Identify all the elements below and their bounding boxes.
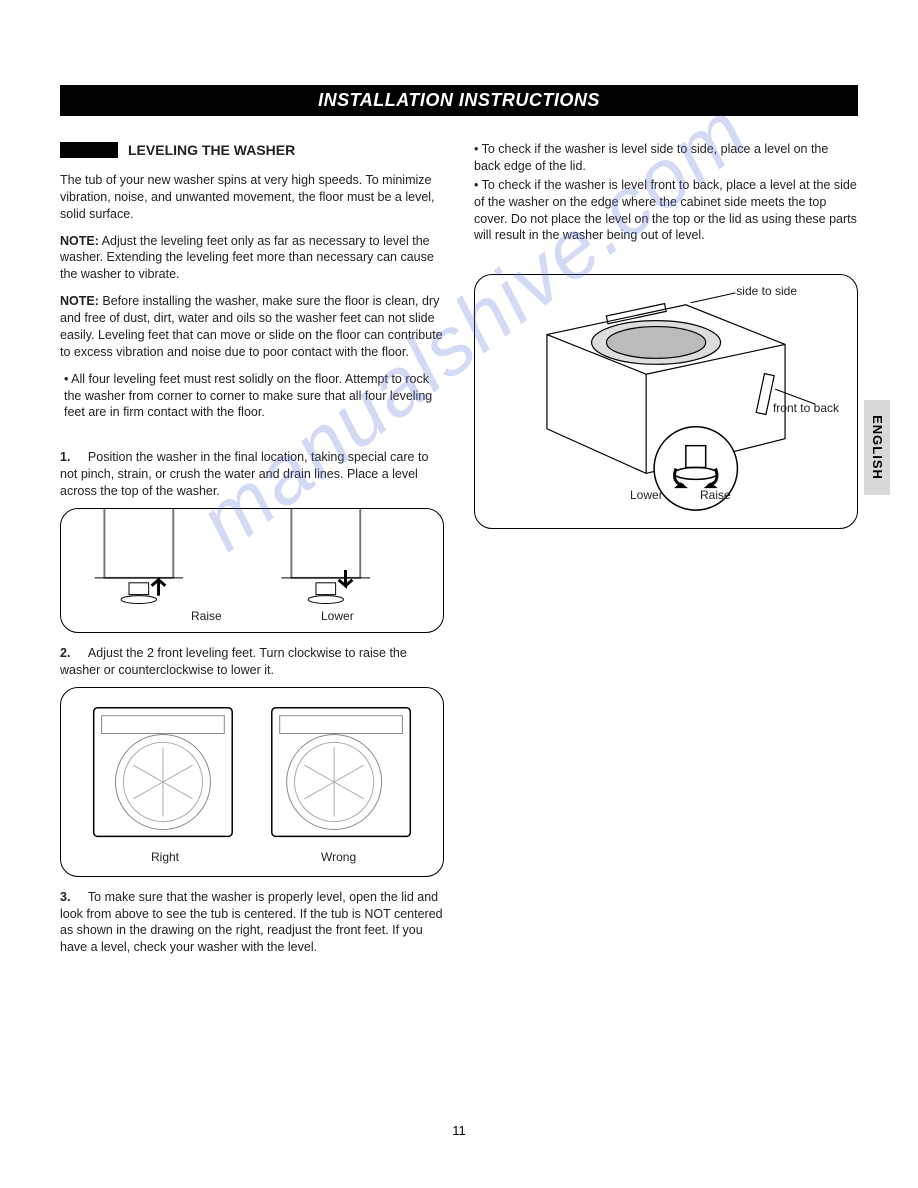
left-column: LEVELING THE WASHER The tub of your new … <box>60 141 444 962</box>
content-columns: LEVELING THE WASHER The tub of your new … <box>60 141 858 962</box>
figure-right-wrong: Right Wrong <box>60 687 444 877</box>
bullet1: • All four leveling feet must rest solid… <box>64 371 444 422</box>
right-column: • To check if the washer is level side t… <box>474 141 858 962</box>
note2-text: Before installing the washer, make sure … <box>60 294 443 359</box>
fig3-side-label: side to side <box>736 283 797 299</box>
step1-num: 1. <box>60 450 70 464</box>
language-tab: ENGLISH <box>864 400 890 495</box>
right-b2: • To check if the washer is level front … <box>474 177 858 245</box>
language-tab-text: ENGLISH <box>870 415 885 480</box>
figure-washer-iso: side to side front to back Lower Raise <box>474 274 858 529</box>
note1: NOTE: Adjust the leveling feet only as f… <box>60 233 444 284</box>
intro-para: The tub of your new washer spins at very… <box>60 172 444 223</box>
fig1-svg <box>61 509 443 632</box>
step2-text: Adjust the 2 front leveling feet. Turn c… <box>60 646 407 677</box>
fig3-lower-label: Lower <box>630 487 663 503</box>
fig2-svg <box>61 688 443 876</box>
note1-text: Adjust the leveling feet only as far as … <box>60 234 434 282</box>
fig1-lower-label: Lower <box>321 608 354 624</box>
fig1-raise-label: Raise <box>191 608 222 624</box>
fig2-wrong-label: Wrong <box>321 849 356 865</box>
page-header: INSTALLATION INSTRUCTIONS <box>60 85 858 116</box>
figure-raise-lower: Raise Lower <box>60 508 444 633</box>
title-black-box <box>60 142 118 158</box>
note1-label: NOTE: <box>60 234 99 248</box>
step1-text: Position the washer in the final locatio… <box>60 450 428 498</box>
fig3-raise-label: Raise <box>700 487 731 503</box>
step2: 2. Adjust the 2 front leveling feet. Tur… <box>60 645 444 679</box>
fig3-front-label: front to back <box>773 400 839 416</box>
fig2-right-label: Right <box>151 849 179 865</box>
right-b1: • To check if the washer is level side t… <box>474 141 858 175</box>
step3: 3. To make sure that the washer is prope… <box>60 889 444 957</box>
step3-text: To make sure that the washer is properly… <box>60 890 443 955</box>
section-title: LEVELING THE WASHER <box>128 141 295 160</box>
step2-num: 2. <box>60 646 70 660</box>
section-title-row: LEVELING THE WASHER <box>60 141 444 160</box>
note2-label: NOTE: <box>60 294 99 308</box>
note2: NOTE: Before installing the washer, make… <box>60 293 444 361</box>
page-number: 11 <box>452 1123 466 1138</box>
step3-num: 3. <box>60 890 70 904</box>
step1: 1. Position the washer in the final loca… <box>60 449 444 500</box>
